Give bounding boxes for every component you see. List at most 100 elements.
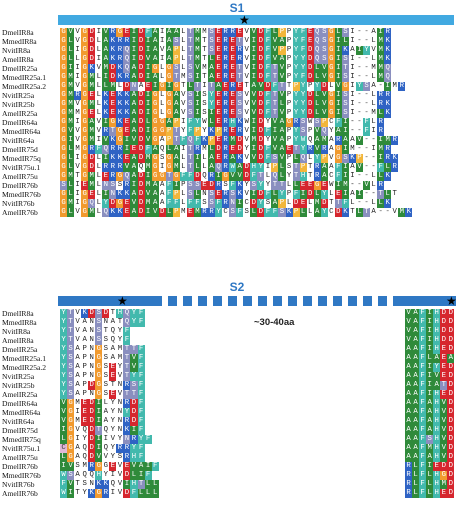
residue-cell: R [222, 136, 230, 145]
residue-cell: A [172, 154, 180, 163]
residue-cell: H [433, 345, 441, 354]
residue-cell: R [222, 199, 230, 208]
residue-cell: T [95, 426, 103, 435]
residue-cell: V [243, 55, 251, 64]
residue-cell: L [179, 55, 187, 64]
residue-cell: L [179, 199, 187, 208]
residue-cell: L [292, 181, 300, 190]
residue-cell: P [165, 136, 173, 145]
residue-cell: - [355, 100, 364, 109]
residue-cell: - [363, 154, 371, 163]
residue-cell: H [116, 309, 124, 318]
residue-cell: M [102, 64, 110, 73]
residue-cell: G [158, 82, 166, 91]
residue-cell: E [229, 46, 237, 55]
residue-cell: A [165, 55, 173, 64]
residue-cell: I [95, 417, 103, 426]
residue-cell: Q [123, 46, 131, 55]
residue-cell: S [243, 208, 251, 217]
residue-cell: F [165, 181, 173, 190]
residue-cell: V [74, 208, 82, 217]
residue-cell: K [123, 109, 131, 118]
residue-cell: I [151, 82, 159, 91]
residue-cell: Y [60, 309, 68, 318]
residue-cell: V [320, 73, 328, 82]
residue-cell: D [440, 462, 448, 471]
residue-cell: G [165, 91, 173, 100]
species-name: NvitIR75u.1 [2, 444, 41, 453]
residue-cell: K [109, 154, 117, 163]
residue-cell: A [158, 181, 166, 190]
residue-cell: I [341, 145, 349, 154]
residue-cell: V [74, 327, 82, 336]
residue-cell: M [109, 82, 117, 91]
residue-cell: I [74, 408, 82, 417]
residue-cell: E [299, 199, 307, 208]
residue-cell: Y [60, 363, 68, 372]
residue-cell: L [95, 208, 103, 217]
species-name: NvitIR64a [2, 136, 35, 145]
residue-cell: V [193, 64, 201, 73]
residue-cell: S [207, 190, 216, 199]
residue-cell: T [109, 127, 117, 136]
residue-cell: Y [327, 127, 335, 136]
residue-cell: Y [292, 100, 300, 109]
residue-cell: T [243, 82, 251, 91]
residue-cell: P [172, 46, 180, 55]
residue-cell: D [257, 118, 265, 127]
residue-cell: Q [271, 172, 279, 181]
residue-cell: V [405, 336, 413, 345]
residue-cell: Y [292, 127, 300, 136]
residue-cell: F [137, 309, 145, 318]
residue-cell: K [123, 100, 131, 109]
residue-cell: I [109, 471, 117, 480]
residue-cell: G [67, 435, 75, 444]
species-name: NvitIR8a [2, 46, 31, 55]
residue-cell: M [179, 208, 187, 217]
residue-cell: R [123, 73, 131, 82]
residue-cell: F [193, 136, 201, 145]
residue-cell: L [278, 100, 286, 109]
residue-cell: K [285, 208, 293, 217]
species-name: DmelIR76b [2, 462, 38, 471]
residue-cell: V [250, 28, 258, 37]
residue-cell: D [88, 381, 96, 390]
residue-cell: T [130, 345, 138, 354]
residue-cell: L [95, 181, 103, 190]
residue-cell: H [433, 408, 441, 417]
residue-cell: D [207, 181, 216, 190]
residue-cell: V [95, 64, 103, 73]
residue-cell: R [116, 37, 124, 46]
species-name: NvitIR8a [2, 327, 31, 336]
residue-cell: D [257, 145, 265, 154]
residue-cell: G [165, 73, 173, 82]
residue-cell: K [384, 55, 392, 64]
residue-cell: E [81, 417, 89, 426]
residue-cell: A [426, 426, 434, 435]
residue-cell: V [440, 417, 448, 426]
residue-cell: - [355, 118, 364, 127]
residue-cell: E [109, 91, 117, 100]
residue-cell: - [363, 73, 371, 82]
residue-cell: D [102, 309, 110, 318]
residue-cell: E [109, 109, 117, 118]
residue-cell: S [285, 163, 293, 172]
residue-cell: A [447, 354, 455, 363]
residue-cell: L [306, 208, 314, 217]
gap-dash [213, 296, 222, 306]
residue-cell: K [384, 109, 392, 118]
residue-cell: A [207, 64, 216, 73]
residue-cell: H [433, 435, 441, 444]
residue-cell: G [116, 172, 124, 181]
residue-cell: L [179, 163, 187, 172]
residue-cell: D [440, 327, 448, 336]
residue-cell: C [327, 208, 335, 217]
residue-cell: I [67, 136, 75, 145]
residue-cell: V [440, 399, 448, 408]
residue-cell: V [440, 453, 448, 462]
residue-cell: A [130, 118, 138, 127]
residue-cell: I [102, 154, 110, 163]
